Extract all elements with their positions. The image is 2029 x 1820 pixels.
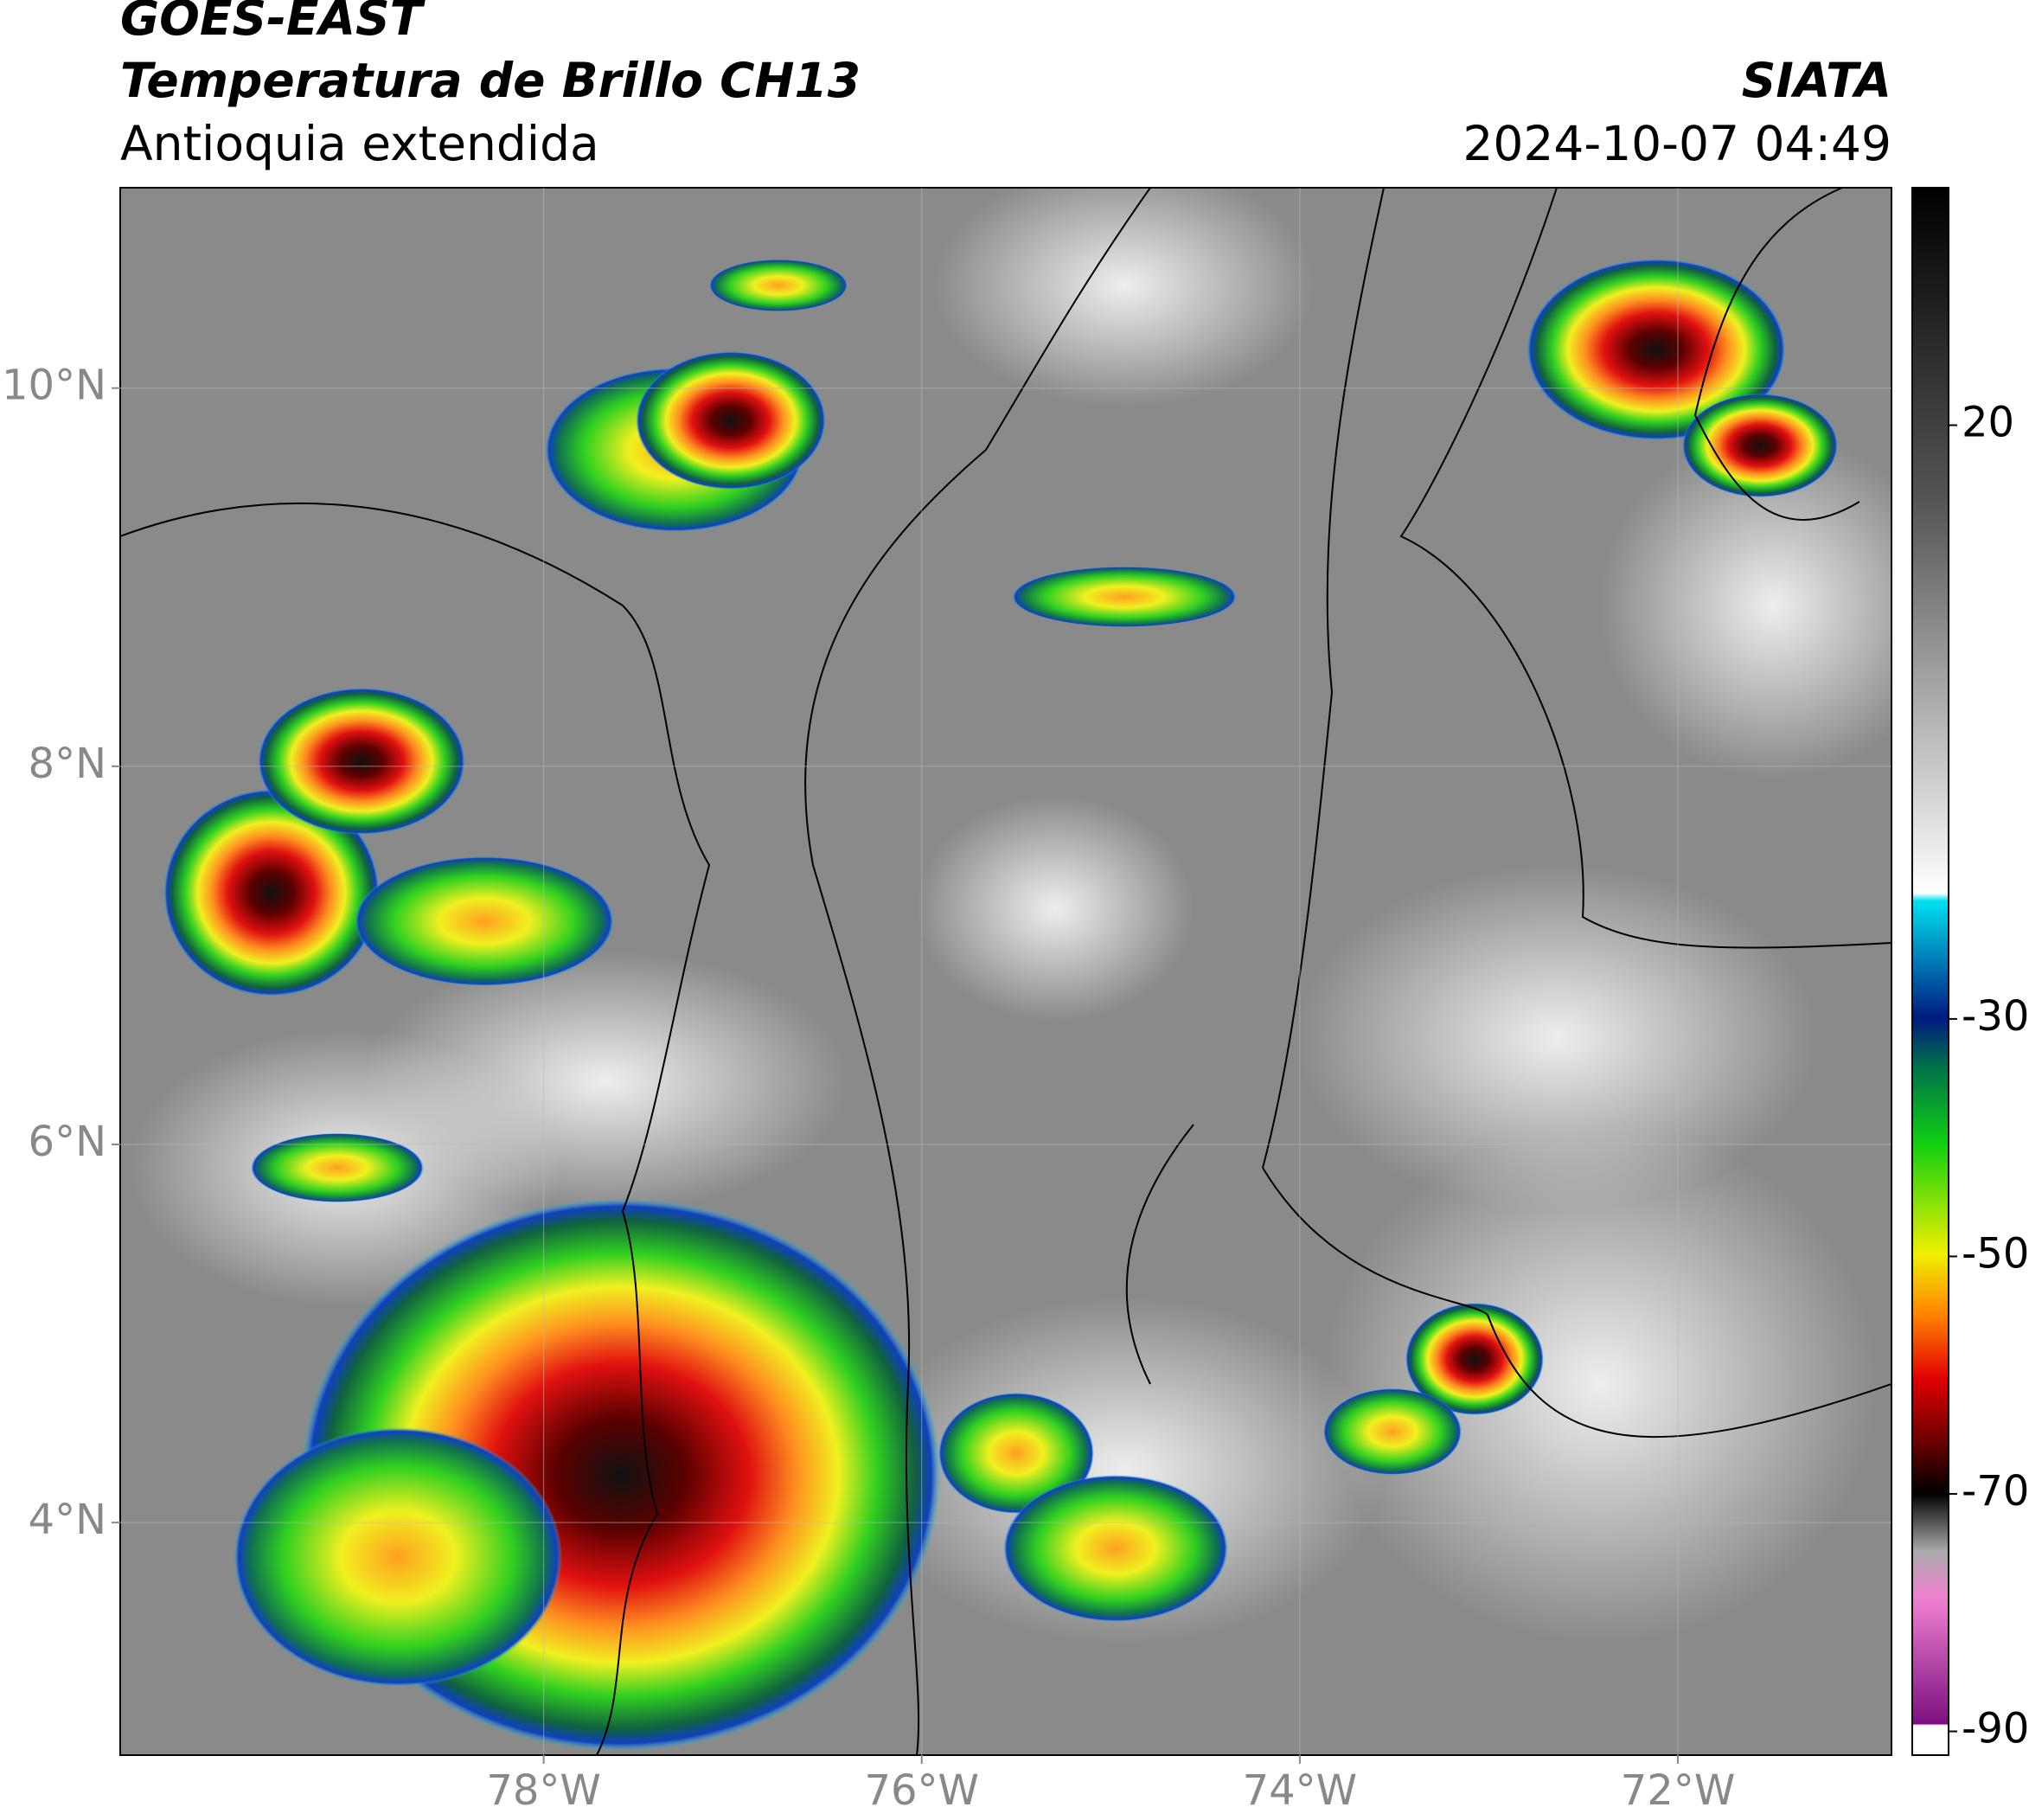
borders bbox=[120, 188, 1891, 1755]
x-tick-label: 78°W bbox=[486, 1766, 601, 1815]
y-tick-label: 8°N bbox=[29, 740, 106, 788]
map-frame bbox=[119, 187, 1892, 1756]
datetime: 2024-10-07 04:49 bbox=[1463, 116, 1891, 171]
colorbar-tick-label: -50 bbox=[1962, 1229, 2029, 1278]
colorbar-tick-label: -30 bbox=[1962, 992, 2029, 1041]
colorbar-tick-label: 20 bbox=[1962, 399, 2014, 447]
region: Antioquia extendida bbox=[120, 116, 599, 171]
x-tick-label: 74°W bbox=[1243, 1766, 1358, 1815]
x-tick-label: 72°W bbox=[1621, 1766, 1736, 1815]
product: Temperatura de Brillo CH13 bbox=[120, 53, 861, 108]
y-tick-label: 10°N bbox=[2, 362, 106, 410]
colorbar bbox=[1911, 187, 1949, 1756]
y-tick-label: 4°N bbox=[29, 1496, 106, 1544]
x-tick-label: 76°W bbox=[864, 1766, 979, 1815]
satellite: GOES-EAST bbox=[120, 0, 426, 46]
satellite-image bbox=[120, 188, 1891, 1755]
colorbar-tick-label: -90 bbox=[1962, 1705, 2029, 1753]
colorbar-tick-label: -70 bbox=[1962, 1467, 2029, 1516]
organization: SIATA bbox=[1742, 53, 1891, 108]
y-tick-label: 6°N bbox=[29, 1118, 106, 1166]
convective-cells bbox=[163, 259, 1838, 1752]
